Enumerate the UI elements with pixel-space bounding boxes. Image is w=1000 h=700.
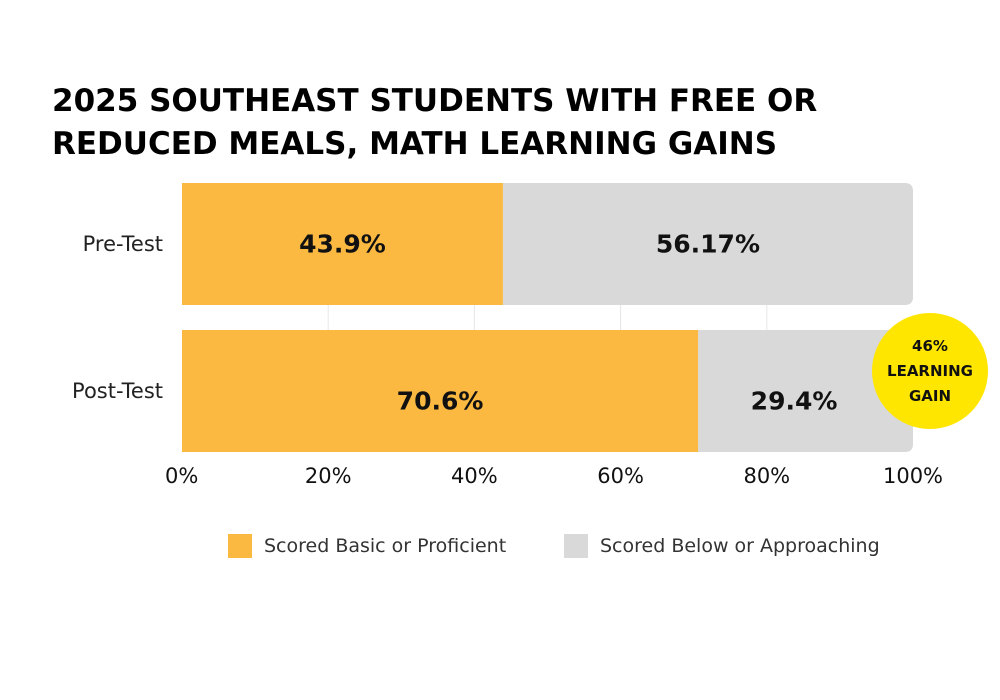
legend-item-basic-proficient: Scored Basic or Proficient [228, 534, 506, 558]
bars [182, 183, 913, 452]
legend-label-below-approaching: Scored Below or Approaching [600, 535, 880, 557]
legend: Scored Basic or Proficient Scored Below … [0, 534, 1000, 564]
value-label-scored-basic-or-proficient-pre-test: 43.9% [299, 230, 386, 259]
learning-gain-badge-text: LEARNING [887, 362, 973, 380]
category-label-post-test: Post-Test [72, 379, 163, 403]
learning-gain-badge-circle [872, 313, 988, 429]
bar-basic-proficient-pre-test [182, 183, 503, 305]
x-tick-labels: 0% 20% 40% 60% 80% 100% [165, 464, 943, 488]
bar-below-approaching-post-test [698, 330, 913, 452]
x-tick-label: 60% [597, 464, 644, 488]
category-labels: Pre-Test Post-Test [72, 232, 163, 403]
learning-gain-badge-text: 46% [912, 337, 948, 355]
legend-swatch-below-approaching [564, 534, 588, 558]
learning-gain-badge-text: GAIN [909, 387, 951, 405]
x-tick-label: 40% [451, 464, 498, 488]
learning-gain-badge: 46% LEARNING GAIN [872, 313, 988, 429]
legend-label-basic-proficient: Scored Basic or Proficient [264, 535, 507, 557]
x-tick-label: 100% [883, 464, 943, 488]
x-tick-label: 0% [165, 464, 198, 488]
bar-basic-proficient-post-test [182, 330, 699, 452]
value-labels: 43.9% 56.17% 70.6% 29.4% [299, 230, 837, 416]
category-label-pre-test: Pre-Test [83, 232, 163, 256]
value-label-scored-below-or-approaching-pre-test: 56.17% [656, 230, 760, 259]
legend-swatch-basic-proficient [228, 534, 252, 558]
chart-title: 2025 SOUTHEAST STUDENTS WITH FREE OR RED… [52, 83, 818, 162]
x-tick-label: 80% [743, 464, 790, 488]
legend-item-below-approaching: Scored Below or Approaching [564, 534, 880, 558]
value-label-scored-below-or-approaching-post-test: 29.4% [751, 387, 838, 416]
x-tick-label: 20% [305, 464, 352, 488]
bar-below-approaching-pre-test [502, 183, 913, 305]
value-label-scored-basic-or-proficient-post-test: 70.6% [397, 387, 484, 416]
stacked-bar-chart: 43.9% 56.17%70.6% 29.4% Pre-TestPost-Test … [72, 183, 988, 488]
